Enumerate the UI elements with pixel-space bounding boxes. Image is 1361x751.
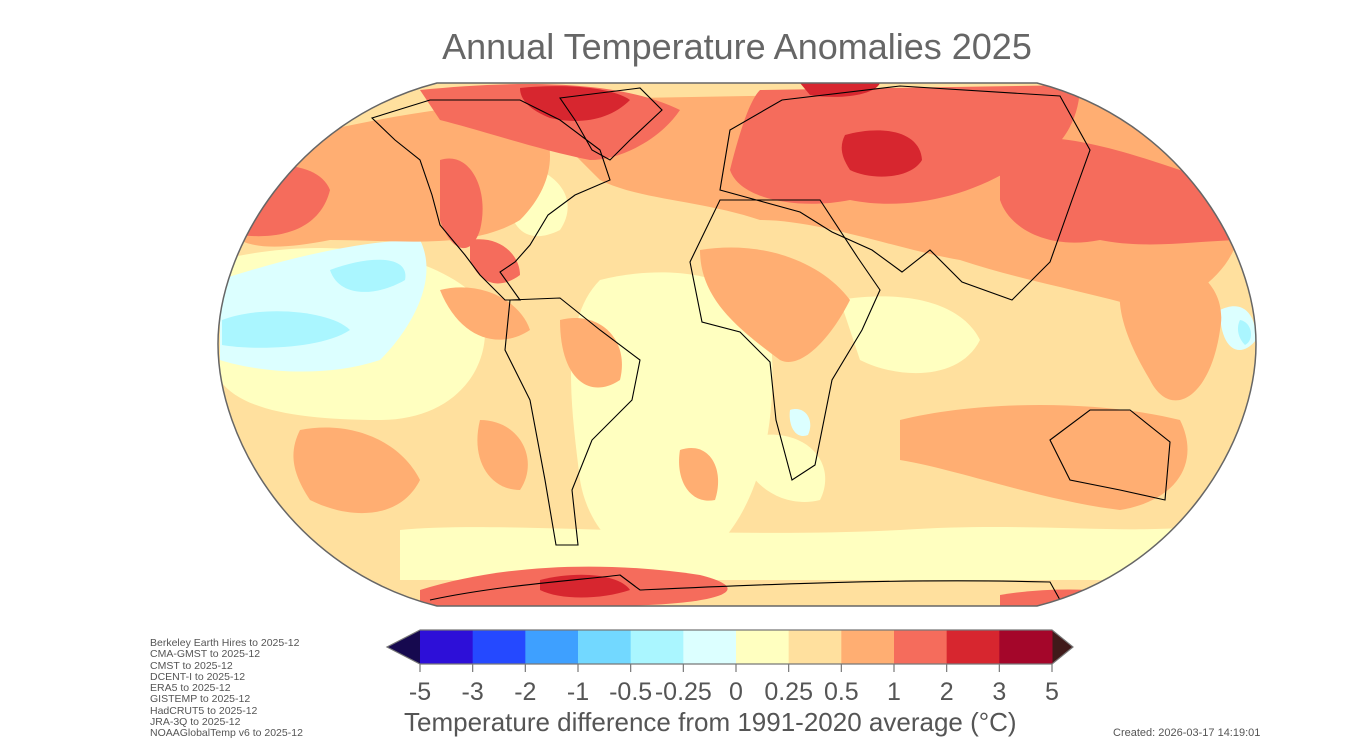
temperature-anomaly-map — [217, 82, 1257, 607]
coastline-greenland — [559, 87, 663, 161]
colorbar-segment — [999, 630, 1053, 664]
coastline-eurasia — [719, 85, 1091, 301]
coastline-north-america — [370, 99, 611, 301]
coastline-south-america — [504, 297, 641, 546]
dataset-item: JRA-3Q to 2025-12 — [150, 716, 241, 729]
map-title: Annual Temperature Anomalies 2025 — [442, 26, 1032, 67]
coastline-antarctica — [429, 574, 1061, 601]
colorbar-segment — [420, 630, 474, 664]
colorbar-segment — [472, 630, 526, 664]
dataset-item: ERA5 to 2025-12 — [150, 682, 231, 695]
colorbar-segment — [578, 630, 632, 664]
map-border — [217, 82, 1257, 607]
anomaly-minus-0.5-to-minus-0.25 — [222, 259, 1252, 348]
colorbar-tick-label: -2 — [514, 678, 537, 706]
colorbar-segment — [841, 630, 895, 664]
colorbar-over-arrow — [1052, 630, 1073, 664]
dataset-item: HadCRUT5 to 2025-12 — [150, 704, 258, 717]
colorbar-segment — [683, 630, 737, 664]
colorbar-tick-label: -0.5 — [609, 678, 653, 706]
colorbar-segment — [736, 630, 790, 664]
anomaly-1-to-2 — [235, 84, 1246, 606]
colorbar-segment — [894, 630, 948, 664]
colorbar-tick-label: 0 — [729, 678, 743, 706]
colorbar-ticks: -5 -3 -2 -1 -0.5 -0.25 0 0.25 0.5 1 2 3 5 — [0, 678, 1361, 708]
dataset-item: CMST to 2025-12 — [150, 659, 233, 672]
dataset-item: GISTEMP to 2025-12 — [150, 693, 251, 706]
coastlines — [370, 85, 1171, 601]
colorbar-under-arrow — [387, 630, 420, 664]
colorbar-tick-label: -1 — [566, 678, 590, 706]
colorbar-segment — [525, 630, 579, 664]
dataset-list: Berkeley Earth Hires to 2025-12 CMA-GMST … — [150, 637, 303, 740]
colorbar-tick-label: -5 — [408, 678, 432, 706]
colorbar — [385, 629, 1074, 672]
colorbar-tick-label: 2 — [939, 678, 954, 706]
colorbar-tick-label: 0.25 — [764, 678, 813, 706]
dataset-item: DCENT-I to 2025-12 — [150, 670, 246, 683]
created-timestamp: Created: 2026-03-17 14:19:01 — [1113, 727, 1261, 739]
coastline-africa — [689, 199, 881, 481]
colorbar-tick-label: -3 — [461, 678, 484, 706]
dataset-item: CMA-GMST to 2025-12 — [150, 648, 261, 661]
dataset-item: NOAAGlobalTemp v6 to 2025-12 — [150, 727, 303, 740]
colorbar-tick-label: 0.5 — [823, 678, 859, 706]
dataset-item: Berkeley Earth Hires to 2025-12 — [150, 637, 300, 649]
colorbar-segment — [630, 630, 684, 664]
colorbar-segment — [946, 630, 1000, 664]
colorbar-segment — [788, 630, 842, 664]
coastline-australia — [1049, 409, 1171, 501]
colorbar-tick-label: -0.25 — [654, 678, 712, 706]
colorbar-tick-label: 5 — [1045, 678, 1059, 706]
colorbar-tick-label: 3 — [992, 678, 1007, 706]
colorbar-label: Temperature difference from 1991-2020 av… — [404, 707, 1017, 737]
colorbar-tick-label: 1 — [887, 678, 901, 706]
